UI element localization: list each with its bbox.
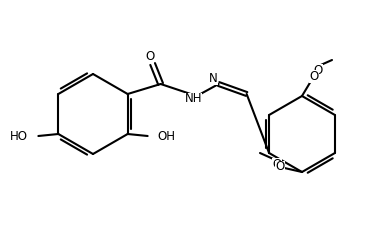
Text: N: N — [209, 72, 218, 84]
Text: OH: OH — [158, 130, 176, 142]
Text: O: O — [272, 158, 282, 171]
Text: O: O — [275, 161, 284, 173]
Text: O: O — [313, 64, 323, 77]
Text: HO: HO — [10, 130, 28, 142]
Text: NH: NH — [185, 92, 202, 106]
Text: O: O — [309, 70, 318, 82]
Text: O: O — [145, 49, 154, 62]
